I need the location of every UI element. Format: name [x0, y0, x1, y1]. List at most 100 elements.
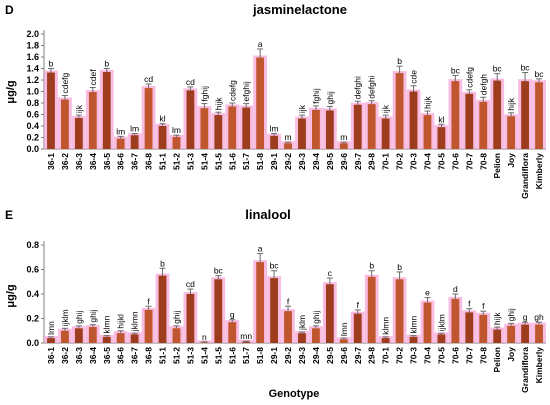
panel-d-title: jasminelactone — [252, 2, 347, 17]
significance-letter: hijk — [213, 97, 223, 111]
significance-letter: ghij — [88, 309, 98, 322]
significance-letter: ijklm — [60, 309, 70, 326]
bar — [172, 328, 181, 343]
significance-letter: ghij — [171, 311, 181, 324]
bar — [158, 275, 167, 343]
panel-d-ylabel: μg/g — [5, 80, 17, 103]
significance-letter: fghij — [311, 88, 321, 104]
bar — [270, 135, 278, 149]
significance-letter: m — [284, 132, 291, 142]
bar — [102, 336, 111, 343]
significance-letter: m — [340, 132, 347, 142]
x-tick-label: 70-1 — [381, 347, 391, 364]
significance-letter: efghij — [241, 81, 251, 101]
significance-letter: hijk — [492, 312, 502, 326]
significance-letter: lmn — [339, 322, 349, 336]
y-tick-label: 2.0 — [26, 29, 39, 39]
bar — [284, 143, 292, 149]
bar — [116, 333, 125, 343]
bar — [172, 136, 181, 149]
significance-letter: lm — [116, 126, 125, 136]
bar — [437, 334, 446, 343]
significance-letter: cd — [186, 77, 195, 87]
significance-letter: cdefg — [60, 72, 70, 93]
significance-letter: c — [328, 268, 333, 278]
x-tick-label: 36-5 — [102, 347, 112, 364]
significance-letter: a — [258, 39, 263, 49]
significance-letter: cdefg — [227, 80, 237, 101]
bar — [507, 116, 516, 149]
significance-letter: klmn — [409, 315, 419, 333]
x-tick-label: 51-4 — [199, 347, 209, 364]
bar — [298, 333, 306, 343]
x-tick-label: 29-6 — [339, 347, 349, 364]
x-tick-label: 36-8 — [144, 347, 154, 364]
x-tick-label: 36-8 — [144, 153, 154, 170]
x-tick-label: 36-6 — [116, 153, 126, 170]
x-tick-label: 29-2 — [283, 347, 293, 364]
x-tick-label: 29-5 — [325, 153, 335, 170]
significance-letter: cd — [186, 279, 195, 289]
significance-letter: b — [369, 261, 374, 271]
significance-letter: ijk — [381, 104, 391, 113]
x-tick-label: 36-5 — [102, 153, 112, 170]
x-tick-label: 51-8 — [255, 153, 265, 170]
significance-letter: ghij — [325, 91, 335, 104]
x-tick-label: 36-6 — [116, 347, 126, 364]
bar — [270, 278, 278, 343]
bar — [367, 104, 376, 149]
significance-letter: f — [482, 301, 485, 311]
bar — [451, 298, 460, 343]
significance-letter: jklm — [297, 315, 307, 331]
panel-e-plot: 0.0 0.2 0.4 0.6 0.8 lmn 36-1 ijklm 36-2 ghij 36-3 g… — [26, 240, 546, 393]
significance-letter: cdefg — [464, 67, 474, 88]
bar — [144, 88, 153, 149]
significance-letter: klmn — [381, 317, 391, 335]
x-tick-label: 70-1 — [381, 153, 391, 170]
significance-letter: ijklm — [436, 314, 446, 331]
significance-letter: ijk — [297, 104, 307, 113]
significance-letter: kl — [438, 114, 444, 124]
x-tick-label: 51-1 — [158, 347, 168, 364]
x-tick-label: 51-1 — [158, 153, 168, 170]
bar — [256, 57, 265, 150]
bar — [409, 91, 418, 149]
significance-letter: bc — [214, 266, 224, 276]
bar — [395, 279, 404, 343]
bar — [298, 118, 306, 149]
x-axis-label: Genotype — [269, 388, 320, 400]
bar — [242, 341, 251, 343]
x-tick-label: Pelion — [492, 347, 502, 373]
significance-letter: f — [468, 299, 471, 309]
x-tick-label: 51-2 — [171, 347, 181, 364]
significance-letter: cdef — [88, 69, 98, 86]
x-tick-label: Joy — [506, 347, 516, 362]
bar — [423, 115, 432, 149]
bar — [325, 110, 334, 149]
x-tick-label: 51-7 — [241, 347, 251, 364]
y-tick-label: 0.4 — [26, 289, 39, 299]
x-tick-label: 36-7 — [130, 347, 140, 364]
x-tick-label: 51-3 — [185, 153, 195, 170]
significance-letter: lmn — [46, 321, 56, 335]
significance-letter: lm — [172, 125, 181, 135]
bar — [102, 71, 111, 149]
x-tick-label: Kimberly — [534, 153, 544, 190]
significance-letter: e — [425, 288, 430, 298]
significance-letter: a — [258, 244, 263, 254]
bar — [284, 311, 292, 343]
x-tick-label: 70-3 — [409, 347, 419, 364]
panel-d: D jasminelactone μg/g 0.00.2 0.40.6 0.81.0… — [5, 2, 546, 199]
bar — [535, 324, 543, 343]
y-tick-label: 0.0 — [26, 338, 39, 348]
x-tick-label: 29-7 — [353, 153, 363, 170]
x-tick-label: 29-4 — [311, 153, 321, 170]
x-tick-label: 70-7 — [464, 347, 474, 364]
bar — [61, 99, 69, 149]
y-tick-label: 0.8 — [26, 98, 39, 108]
x-tick-label: 70-7 — [464, 153, 474, 170]
x-tick-label: 36-7 — [130, 153, 140, 170]
x-tick-label: 51-6 — [227, 153, 237, 170]
significance-letter: hijk — [506, 97, 516, 111]
significance-letter: b — [160, 258, 165, 268]
